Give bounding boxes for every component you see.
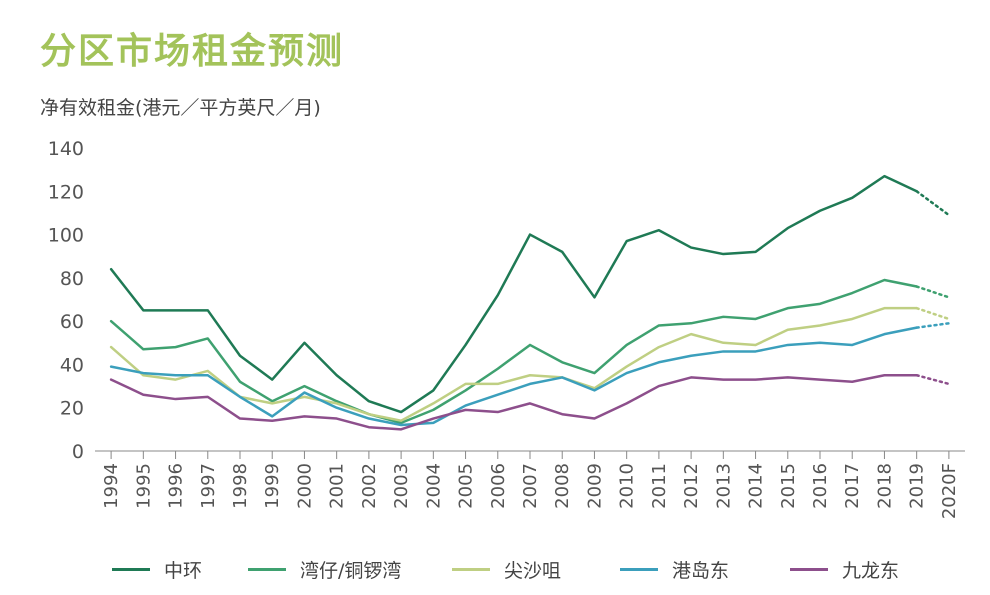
series-line	[109, 278, 918, 425]
forecast-line	[915, 322, 951, 329]
legend-item-hk-east: 港岛东	[620, 556, 729, 583]
x-tick-label: 1998	[230, 463, 251, 509]
series-line	[109, 374, 918, 431]
x-tick-label: 2012	[681, 463, 702, 509]
y-tick-label: 0	[72, 441, 84, 463]
x-tick-label: 1999	[262, 463, 283, 509]
legend-swatch	[112, 568, 150, 571]
forecast-line	[915, 374, 951, 386]
x-tick-label: 1997	[198, 463, 219, 509]
series-line	[109, 326, 918, 427]
x-tick-label: 2020F	[939, 463, 960, 519]
x-tick-label: 2011	[649, 463, 670, 509]
x-tick-label: 2010	[617, 463, 638, 509]
legend-item-kowloon-east: 九龙东	[790, 556, 899, 583]
legend-label: 港岛东	[672, 560, 730, 582]
line-chart: 0 20 40 60 80 100 120 140 1994 1995 1996 1997 1998 19…	[48, 138, 965, 519]
x-tick-label: 2002	[359, 463, 380, 509]
y-tick-label: 40	[60, 354, 84, 376]
x-tick-label: 1996	[166, 463, 187, 509]
x-tick-label: 2016	[810, 463, 831, 509]
x-tick-label: 2003	[391, 463, 412, 509]
x-tick-label: 2015	[778, 463, 799, 509]
y-tick-label: 120	[48, 181, 84, 203]
x-tick-label: 2013	[713, 463, 734, 509]
x-tick-label: 2018	[874, 463, 895, 509]
x-tick-label: 2008	[552, 463, 573, 509]
x-tick-label: 1994	[101, 463, 122, 509]
chart-legend: 中环 湾仔/铜锣湾 尖沙咀 港岛东 九龙东	[0, 556, 990, 582]
y-tick-label: 100	[48, 225, 84, 247]
legend-swatch	[248, 568, 286, 571]
x-tick-label: 2019	[907, 463, 928, 509]
series-line	[109, 174, 918, 414]
y-tick-label: 140	[48, 138, 84, 160]
legend-swatch	[790, 568, 828, 571]
y-tick-label: 80	[60, 268, 84, 290]
series-line	[109, 306, 918, 422]
legend-label: 尖沙咀	[504, 560, 562, 582]
legend-item-wanchai: 湾仔/铜锣湾	[248, 556, 401, 583]
y-axis-title: 净有效租金(港元／平方英尺／月)	[40, 97, 321, 119]
forecast-line	[915, 285, 951, 299]
legend-label: 九龙东	[842, 560, 900, 582]
x-tick-label: 2000	[294, 463, 315, 509]
x-tick-label: 2007	[520, 463, 541, 509]
legend-swatch	[452, 568, 490, 571]
legend-item-tst: 尖沙咀	[452, 556, 561, 583]
x-tick-label: 2014	[746, 463, 767, 509]
x-tick-label: 2004	[423, 463, 444, 509]
x-tick-label: 2006	[488, 463, 509, 509]
legend-label: 中环	[164, 560, 203, 582]
forecast-line	[915, 190, 951, 217]
x-tick-label: 2009	[584, 463, 605, 509]
x-tick-label: 1995	[133, 463, 154, 509]
x-tick-label: 2001	[327, 463, 348, 509]
legend-item-central: 中环	[112, 556, 202, 583]
x-tick-label: 2005	[456, 463, 477, 509]
legend-swatch	[620, 568, 658, 571]
x-tick-label: 2017	[842, 463, 863, 509]
legend-label: 湾仔/铜锣湾	[300, 560, 402, 582]
chart-title: 分区市场租金预测	[40, 31, 345, 72]
y-tick-label: 20	[60, 398, 84, 420]
forecast-line	[915, 306, 951, 321]
y-tick-label: 60	[60, 311, 84, 333]
